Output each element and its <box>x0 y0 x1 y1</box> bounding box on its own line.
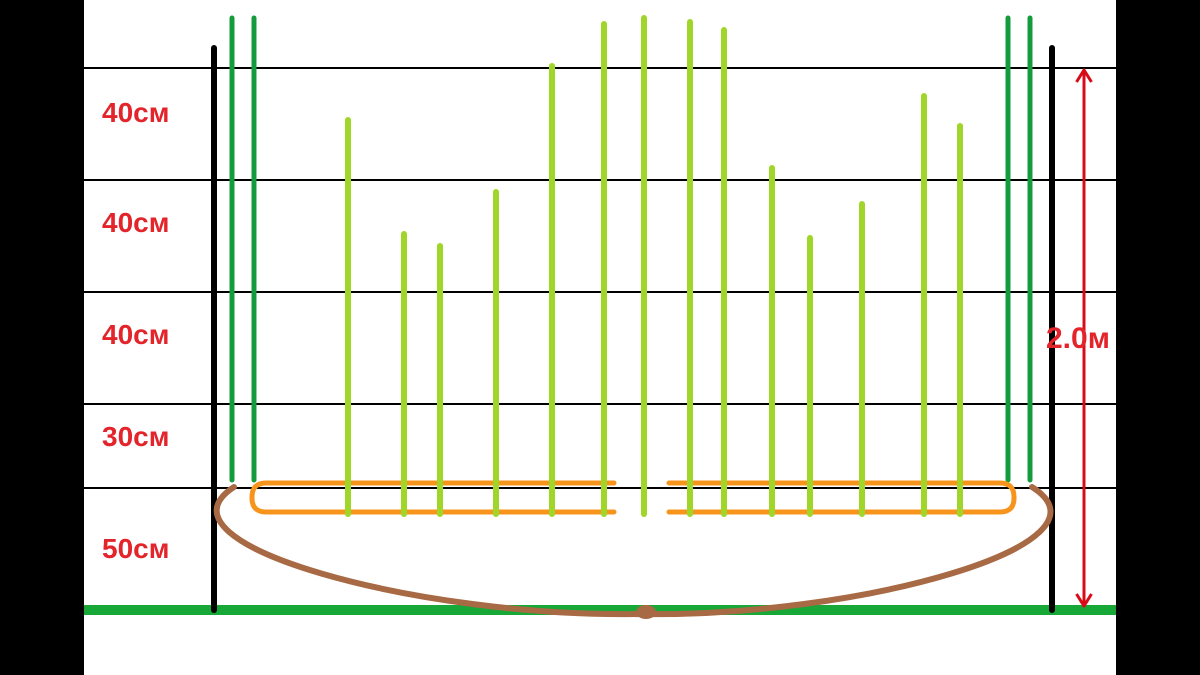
row-label-2: 40см <box>102 319 169 351</box>
row-label-3: 30см <box>102 421 169 453</box>
diagram-svg <box>84 0 1116 675</box>
row-label-4: 50см <box>102 533 169 565</box>
total-height-label: 2.0м <box>1046 322 1110 356</box>
row-label-0: 40см <box>102 97 169 129</box>
row-label-1: 40см <box>102 207 169 239</box>
diagram-canvas: 40см 40см 40см 30см 50см 2.0м <box>84 0 1116 675</box>
